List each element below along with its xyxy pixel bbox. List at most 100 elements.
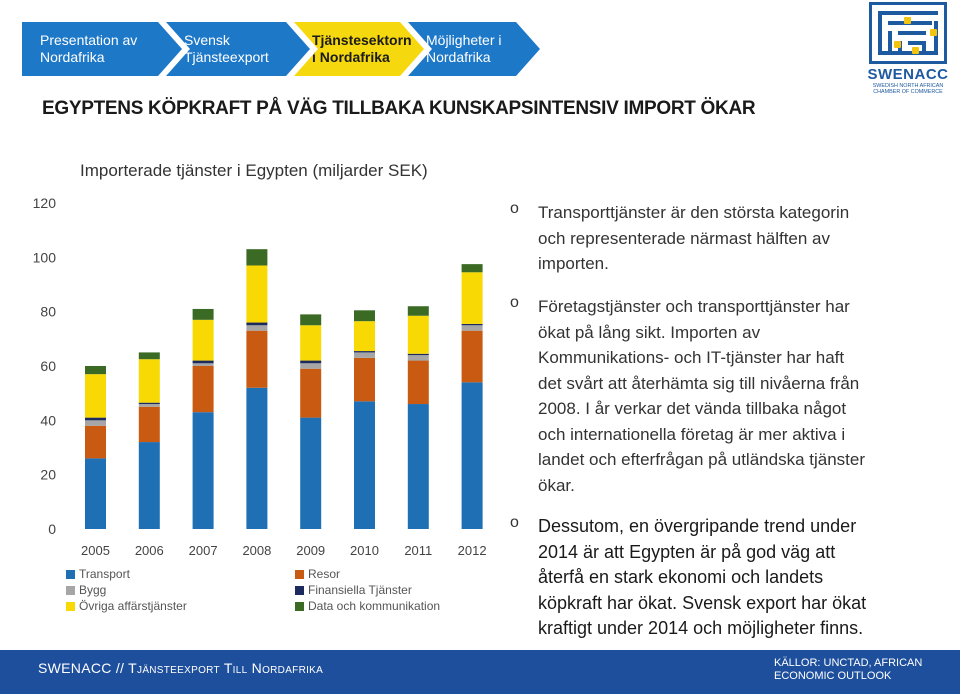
- bar-segment-övriga-affärstjänster-2007: [192, 319, 214, 361]
- bar-segment-finansiella-tjänster-2012: [461, 323, 483, 326]
- bar-segment-finansiella-tjänster-2009: [300, 360, 322, 364]
- swenacc-logo[interactable]: SWENACC Swedish North African Chamber of…: [866, 2, 950, 95]
- y-tick-label: 0: [48, 521, 56, 537]
- y-tick-label: 20: [40, 467, 56, 483]
- legend-label: Bygg: [79, 583, 107, 597]
- bar-segment-data-och-kommunikation-2005: [85, 366, 106, 375]
- legend-item-bygg: Bygg: [66, 583, 106, 597]
- bar-segment-bygg-2009: [300, 363, 322, 369]
- bar-segment-övriga-affärstjänster-2011: [407, 315, 429, 354]
- bar-segment-bygg-2005: [85, 420, 106, 426]
- x-tick-label: 2012: [458, 543, 487, 558]
- legend-swatch: [66, 585, 75, 595]
- legend-label: Resor: [308, 567, 341, 581]
- nav-item-label: Tjänstesektorn i Nordafrika: [312, 32, 412, 65]
- bullet-item: o Transporttjänster är den största kateg…: [510, 200, 950, 277]
- bar-segment-finansiella-tjänster-2006: [138, 402, 160, 405]
- bar-segment-bygg-2006: [138, 404, 160, 407]
- bar-segment-finansiella-tjänster-2010: [354, 351, 375, 353]
- legend-swatch: [295, 569, 304, 579]
- bullet-marker: o: [510, 294, 519, 311]
- nav-item-label: Presentation av Nordafrika: [40, 32, 138, 65]
- legend-label: Data och kommunikation: [308, 599, 441, 613]
- footer-source-line: Economic Outlook: [774, 670, 892, 682]
- y-tick-label: 40: [40, 412, 56, 428]
- nav-item-tjansteexport[interactable]: Svensk Tjänsteexport: [166, 22, 310, 76]
- bullet-text: Företagstjänster och transporttjänster h…: [538, 297, 865, 495]
- bar-segment-resor-2008: [246, 330, 268, 388]
- footer-sources: Källor: UNCTAD, African Economic Outlook: [774, 657, 922, 683]
- x-tick-label: 2006: [135, 543, 164, 558]
- y-tick-label: 120: [33, 195, 57, 211]
- bar-segment-övriga-affärstjänster-2010: [354, 321, 375, 352]
- bar-segment-resor-2012: [461, 330, 483, 383]
- nav-item-presentation[interactable]: Presentation av Nordafrika: [22, 22, 182, 76]
- x-tick-label: 2008: [242, 543, 271, 558]
- bar-segment-bygg-2010: [354, 352, 375, 358]
- bar-segment-övriga-affärstjänster-2006: [138, 359, 160, 403]
- logo-subtitle-2: Chamber of Commerce: [873, 89, 943, 95]
- nav-item-label: Svensk Tjänsteexport: [184, 32, 269, 65]
- bar-segment-bygg-2008: [246, 325, 268, 331]
- bar-segment-finansiella-tjänster-2007: [192, 360, 214, 364]
- y-tick-label: 80: [40, 304, 56, 320]
- legend-item-data-kommunikation: Data och kommunikation: [295, 599, 440, 613]
- bar-segment-resor-2009: [300, 368, 322, 418]
- bar-segment-bygg-2012: [461, 325, 483, 331]
- bar-segment-transport-2005: [85, 458, 106, 529]
- legend-label: Övriga affärstjänster: [79, 599, 187, 613]
- bar-segment-transport-2006: [138, 442, 160, 529]
- y-tick-label: 60: [40, 358, 56, 374]
- x-tick-label: 2007: [189, 543, 218, 558]
- bar-segment-data-och-kommunikation-2010: [354, 310, 375, 322]
- legend-swatch: [295, 585, 304, 595]
- y-tick-label: 100: [33, 249, 57, 265]
- x-tick-label: 2011: [404, 543, 432, 558]
- legend-swatch: [66, 601, 75, 611]
- legend-swatch: [295, 601, 304, 611]
- bar-segment-transport-2007: [192, 412, 214, 529]
- nav-item-mojligheter[interactable]: Möjligheter i Nordafrika: [408, 22, 540, 76]
- legend-item-transport: Transport: [66, 567, 130, 581]
- bar-segment-resor-2011: [407, 360, 429, 405]
- bar-segment-transport-2012: [461, 382, 483, 529]
- bar-segment-data-och-kommunikation-2011: [407, 306, 429, 316]
- bar-segment-resor-2006: [138, 406, 160, 443]
- legend-label: Transport: [79, 567, 130, 581]
- bar-segment-data-och-kommunikation-2012: [461, 264, 483, 273]
- bar-segment-finansiella-tjänster-2008: [246, 322, 268, 326]
- stacked-bar-chart: 0 20 40 60 80 100 120 2005 2006 2007 2008 2009 2010 2…: [33, 195, 487, 558]
- nav-item-tjanstesektorn[interactable]: Tjänstesektorn i Nordafrika: [294, 22, 424, 76]
- legend-swatch: [66, 569, 75, 579]
- bar-segment-data-och-kommunikation-2008: [246, 249, 268, 266]
- bar-segment-finansiella-tjänster-2011: [407, 353, 429, 356]
- legend-item-finansiella: Finansiella Tjänster: [295, 583, 412, 597]
- bar-segment-resor-2010: [354, 357, 375, 402]
- bar-segment-övriga-affärstjänster-2009: [300, 325, 322, 361]
- logo-emblem-icon: [869, 2, 947, 64]
- bar-segment-resor-2007: [192, 366, 214, 413]
- nav-item-label: Möjligheter i Nordafrika: [426, 32, 502, 65]
- x-tick-label: 2009: [296, 543, 325, 558]
- page-title: EGYPTENS KÖPKRAFT PÅ VÄG TILLBAKA KUNSKA…: [42, 98, 756, 119]
- bar-segment-transport-2008: [246, 387, 268, 529]
- bar-segment-övriga-affärstjänster-2012: [461, 272, 483, 324]
- legend-item-resor: Resor: [295, 567, 340, 581]
- bullet-marker: o: [510, 514, 519, 531]
- legend-label: Finansiella Tjänster: [308, 583, 412, 597]
- bullet-text: Dessutom, en övergripande trend under 20…: [538, 516, 867, 638]
- footer-source-line: Källor: UNCTAD, African: [774, 657, 923, 669]
- bullet-item: o Företagstjänster och transporttjänster…: [510, 294, 950, 498]
- bar-segment-data-och-kommunikation-2006: [138, 352, 160, 360]
- bar-segment-bygg-2011: [407, 355, 429, 361]
- bar-segment-transport-2009: [300, 417, 322, 529]
- bar-segment-transport-2011: [407, 404, 429, 529]
- bullet-marker: o: [510, 200, 519, 217]
- bar-segment-bygg-2007: [192, 363, 214, 366]
- bar-segment-finansiella-tjänster-2005: [85, 417, 106, 421]
- logo-name: SWENACC: [867, 66, 949, 83]
- bullet-item: o Dessutom, en övergripande trend under …: [510, 514, 950, 642]
- bar-segment-resor-2005: [85, 425, 106, 459]
- bar-segment-data-och-kommunikation-2007: [192, 308, 214, 320]
- chart-title: Importerade tjänster i Egypten (miljarde…: [80, 161, 428, 180]
